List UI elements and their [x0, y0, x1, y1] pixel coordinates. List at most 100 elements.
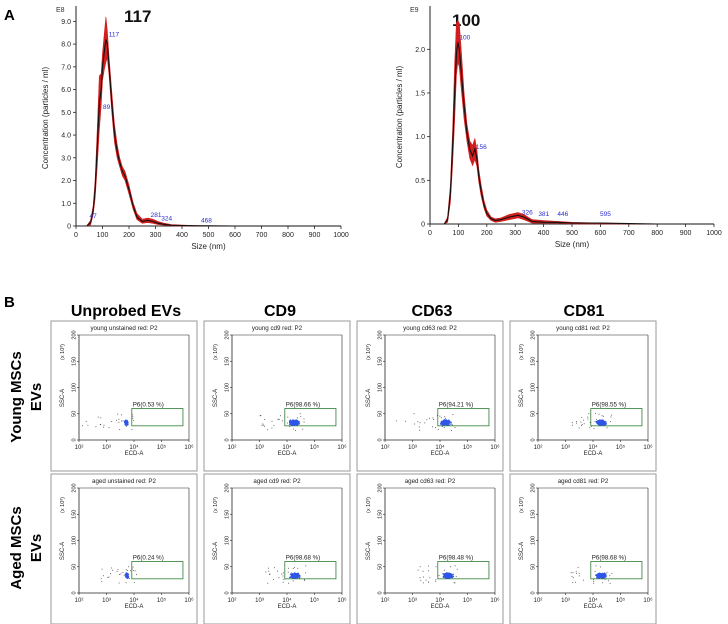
event-dot	[126, 422, 129, 425]
event-dot	[444, 569, 445, 571]
x-tick-label: 200	[123, 232, 135, 239]
x-tick-label: 1000	[333, 232, 349, 239]
event-dot	[116, 571, 118, 572]
y-tick-label: 150	[225, 357, 231, 366]
event-dot	[298, 423, 301, 425]
event-dot	[110, 573, 112, 574]
column-header-cd81: CD81	[564, 303, 605, 320]
event-dot	[293, 421, 296, 423]
x-tick-label: 0	[74, 232, 78, 239]
flow-plot-frame	[203, 473, 351, 624]
event-dot	[133, 420, 135, 422]
x-tick-label: 10³	[561, 445, 570, 451]
event-dot	[281, 573, 283, 575]
y-tick-label: 3.0	[61, 155, 71, 162]
flow-plot-frame	[203, 320, 351, 472]
y-scale-label: (x 10³)	[213, 497, 219, 513]
event-dot	[129, 570, 131, 572]
event-dot	[597, 420, 599, 422]
event-dot	[281, 420, 283, 422]
peak-label: 595	[600, 211, 611, 218]
event-dot	[305, 572, 307, 574]
event-dot	[609, 575, 611, 577]
event-dot	[595, 419, 597, 420]
event-dot	[578, 427, 580, 429]
flow-plot-frame	[50, 473, 198, 624]
event-dot	[283, 572, 284, 574]
event-dot	[278, 418, 280, 420]
event-dot	[599, 576, 602, 579]
event-dot	[419, 422, 421, 424]
event-dot	[444, 573, 447, 575]
event-dot	[447, 574, 449, 576]
y-tick-label: 0	[225, 438, 231, 441]
event-dot	[126, 425, 128, 427]
event-dot	[125, 573, 127, 576]
y-scale-label: (x 10³)	[366, 497, 372, 513]
y-tick-label: 1.5	[415, 90, 425, 97]
peak-label: 468	[201, 217, 212, 224]
gate-p6	[284, 408, 337, 427]
row-label-young-line2: EVs	[28, 383, 45, 411]
y-tick-label: 0	[378, 591, 384, 594]
event-dot	[272, 579, 274, 580]
event-dot	[581, 416, 583, 418]
event-dot	[118, 418, 120, 420]
event-dot	[126, 573, 129, 576]
x-axis-label: ECD-A	[278, 604, 297, 610]
y-tick-label: 0	[225, 591, 231, 594]
event-dot	[120, 573, 122, 575]
y-tick-label: 100	[225, 536, 231, 545]
event-dot	[273, 567, 275, 569]
event-dot	[611, 414, 613, 416]
event-dot	[292, 576, 294, 578]
flow-plot: young cd63 red: P2 0 50 100 150 200 10² 10³ 10⁴ 1…	[356, 320, 504, 472]
x-tick-label: 10⁵	[157, 597, 167, 604]
event-dot	[422, 576, 424, 578]
event-dot	[133, 570, 135, 572]
event-dot	[448, 420, 451, 422]
event-dot	[442, 572, 444, 575]
peak-label: 156	[476, 144, 487, 151]
chart-title: 117	[124, 7, 151, 26]
event-dot	[294, 429, 296, 431]
gate-label: P6(0.24 %)	[133, 555, 164, 562]
y-tick-label: 150	[72, 357, 78, 366]
event-dot	[446, 421, 449, 423]
x-tick-label: 10⁴	[588, 597, 598, 604]
event-dot	[597, 422, 600, 425]
event-dot	[300, 416, 302, 418]
peak-label: 324	[161, 215, 172, 222]
peak-label: 47	[89, 213, 97, 220]
event-dot	[264, 419, 266, 420]
y-tick-label: 50	[72, 564, 78, 570]
event-dot	[611, 573, 613, 575]
y-tick-label: 200	[378, 483, 384, 492]
event-dot	[293, 423, 295, 425]
y-tick-label: 100	[72, 383, 78, 392]
x-tick-label: 300	[150, 232, 162, 239]
x-tick-label: 10⁴	[282, 597, 292, 604]
x-tick-label: 100	[97, 232, 109, 239]
event-dot	[293, 573, 296, 575]
y-tick-label: 100	[531, 536, 537, 545]
event-dot	[575, 571, 577, 573]
event-dot	[428, 417, 430, 419]
gate-label: P6(98.66 %)	[286, 402, 320, 409]
event-dot	[293, 566, 295, 568]
event-dot	[443, 426, 445, 428]
event-dot	[456, 568, 458, 570]
flow-plot-title: aged unstained red: P2	[92, 478, 157, 485]
nta-chart-left: E8 117 0 1.0 2.0 3.0 4.0 5.0 6.0 7.0 8.0 9.0 0 100 200…	[41, 6, 349, 251]
event-dot	[596, 573, 599, 576]
event-dot	[450, 566, 452, 568]
event-dot	[574, 581, 576, 583]
y-tick-label: 1.0	[61, 201, 71, 208]
event-dot	[131, 429, 133, 431]
x-tick-label: 10³	[408, 598, 417, 604]
event-dot	[291, 422, 293, 424]
flow-plot: aged cd63 red: P2 0 50 100 150 200 10² 10³ 10⁴ 10…	[356, 473, 504, 624]
x-axis-label: Size (nm)	[555, 240, 590, 249]
event-dot	[103, 426, 105, 428]
